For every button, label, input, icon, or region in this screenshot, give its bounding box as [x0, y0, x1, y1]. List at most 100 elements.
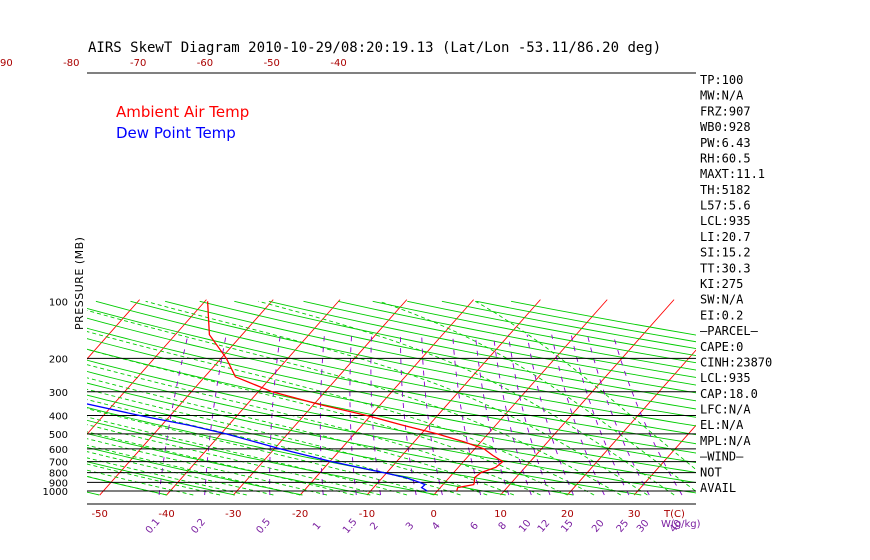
stability-index-item: MAXT:11.1 — [700, 167, 765, 181]
dry-adiabat-line — [268, 300, 696, 386]
dry-adiabat-line — [87, 317, 696, 445]
moist-adiabat-line — [87, 377, 515, 496]
pressure-tick-label: 800 — [49, 469, 68, 480]
stability-index-item: LI:20.7 — [700, 230, 751, 244]
mixing-ratio-label: 0.2 — [189, 517, 208, 536]
stability-index-item: TP:100 — [700, 73, 743, 87]
isotherm-line — [566, 349, 696, 496]
isobars — [87, 72, 696, 505]
mixing-ratio-label: 2 — [368, 520, 381, 532]
top-temperature-tick-labels: -120-110-100-90-80-70-60-50-40 — [0, 58, 347, 69]
dry-adiabat-line — [87, 394, 574, 496]
pressure-tick-label: 100 — [49, 297, 68, 308]
dry-adiabat-line — [87, 348, 696, 473]
mixing-ratio-label: 30 — [635, 518, 652, 535]
isotherm-line — [433, 299, 608, 496]
stability-index-item: LFC:N/A — [700, 403, 751, 417]
top-temperature-tick-label: -40 — [330, 58, 346, 69]
mixing-ratio-label: 4 — [430, 520, 443, 532]
dry-adiabat-line — [87, 307, 696, 436]
moist-adiabat-line — [87, 416, 408, 496]
top-temperature-tick-label: -90 — [0, 58, 13, 69]
stability-index-item: MW:N/A — [700, 89, 744, 103]
dry-adiabat-line — [164, 300, 696, 410]
dry-adiabat-line — [372, 300, 696, 364]
top-temperature-tick-label: -80 — [63, 58, 79, 69]
isotherm-line — [232, 299, 408, 496]
moist-adiabat-line — [258, 300, 675, 496]
y-axis-label: PRESSURE (MB) — [73, 237, 86, 330]
moist-adiabat-line — [87, 408, 434, 496]
bottom-temperature-tick-label: 0 — [431, 509, 437, 520]
isotherm-line — [99, 299, 274, 496]
top-temperature-tick-label: -50 — [264, 58, 280, 69]
bottom-temperature-tick-labels: -50 -40 -30 -20 -10 0 10 20 30 — [92, 509, 641, 520]
pressure-tick-label: 400 — [49, 412, 68, 423]
stability-index-item: —PARCEL— — [700, 324, 759, 338]
profile-dew-point-temp — [87, 403, 428, 492]
isotherm-line — [835, 300, 870, 495]
pressure-tick-label: 900 — [49, 478, 68, 489]
stability-index-item: FRZ:907 — [700, 104, 751, 118]
stability-index-item: WB0:928 — [700, 120, 751, 134]
dry-adiabat-line — [87, 338, 696, 464]
stability-index-item: TT:30.3 — [700, 261, 751, 275]
moist-adiabat-line — [87, 424, 381, 496]
moist-adiabat-line — [87, 475, 167, 496]
stability-index-item: MPL:N/A — [700, 434, 751, 448]
stability-index-item: TH:5182 — [700, 183, 751, 197]
moist-adiabat-line — [379, 300, 696, 492]
pressure-tick-label: 1000 — [43, 487, 68, 498]
dry-adiabat-line — [87, 461, 235, 496]
dry-adiabat-line — [95, 300, 696, 427]
mixing-ratio-label: 12 — [536, 518, 553, 535]
bottom-temperature-tick-label: -30 — [225, 509, 241, 520]
stability-index-item: L57:5.6 — [700, 199, 751, 213]
moist-adiabat-line — [87, 348, 568, 496]
dry-adiabat-line — [338, 300, 696, 371]
stability-index-item: CAPE:0 — [700, 340, 743, 354]
dry-adiabat-line — [87, 327, 696, 454]
isotherm-line — [166, 299, 341, 496]
moist-adiabat-line — [87, 364, 541, 496]
moist-adiabat-line — [87, 451, 274, 496]
mixing-ratio-label: 20 — [590, 518, 607, 535]
moist-adiabat-line — [87, 309, 622, 496]
mixing-ratio-unit-label: W(g/kg) — [661, 519, 701, 530]
mixing-ratio-label: 25 — [615, 518, 632, 535]
stability-index-item: KI:275 — [700, 277, 743, 291]
moist-adiabat-line — [475, 300, 696, 471]
bottom-temperature-tick-label: -10 — [359, 509, 375, 520]
mixing-ratio-label: 0.5 — [255, 517, 274, 536]
moist-adiabat-line — [87, 444, 301, 496]
stability-index-item: SI:15.2 — [700, 246, 751, 260]
stability-index-item: EL:N/A — [700, 418, 744, 432]
stability-index-item: NOT — [700, 465, 722, 479]
stability-index-item: AVAIL — [700, 481, 736, 495]
dry-adiabat-line — [87, 382, 642, 496]
mixing-ratio-label: 6 — [468, 520, 481, 532]
isotherm-line — [87, 299, 140, 360]
legend-dew-point-temp: Dew Point Temp — [116, 124, 236, 142]
pressure-tick-label: 600 — [49, 445, 68, 456]
top-temperature-tick-label: -60 — [197, 58, 213, 69]
bottom-temperature-tick-label: -40 — [158, 509, 174, 520]
stability-index-item: EI:0.2 — [700, 308, 743, 322]
dry-adiabat-line — [87, 359, 696, 483]
pressure-tick-label: 500 — [49, 430, 68, 441]
stability-index-item: RH:60.5 — [700, 152, 751, 166]
dry-adiabat-line — [87, 407, 506, 496]
mixing-ratio-label: 3 — [404, 520, 417, 532]
bottom-temperature-tick-label: 30 — [628, 509, 641, 520]
isotherm-line — [500, 299, 675, 496]
pressure-tick-label: 200 — [49, 354, 68, 365]
profile-ambient-air-temp — [206, 301, 504, 492]
moist-adiabat-line — [87, 431, 354, 496]
dry-adiabat-line — [199, 300, 696, 402]
moist-adiabat-line — [87, 388, 488, 496]
dry-adiabat-line — [511, 300, 696, 336]
mixing-ratio-label: 10 — [517, 518, 534, 535]
dry-adiabat-line — [0, 301, 32, 495]
mixing-ratio-label: 8 — [497, 520, 510, 532]
